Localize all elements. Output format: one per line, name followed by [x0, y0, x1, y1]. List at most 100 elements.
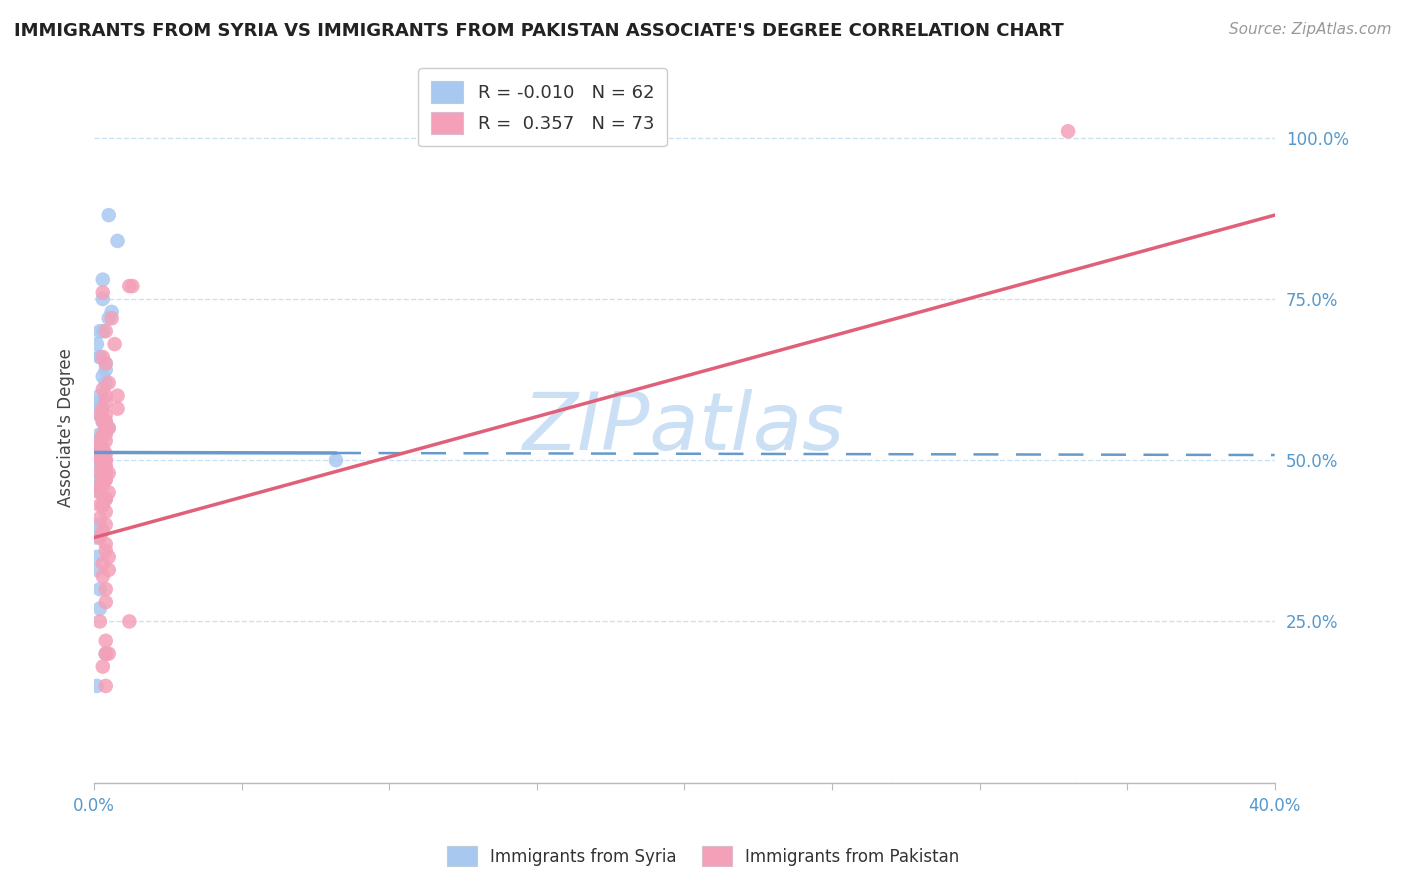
Point	[94, 356, 117, 370]
Point	[89, 427, 111, 442]
Point	[89, 485, 111, 500]
Y-axis label: Associate's Degree: Associate's Degree	[58, 349, 75, 508]
Point	[91, 285, 114, 300]
Point	[91, 447, 114, 461]
Point	[94, 421, 117, 435]
Point	[86, 549, 108, 564]
Point	[94, 427, 117, 442]
Point	[94, 415, 117, 429]
Point	[89, 440, 111, 454]
Point	[107, 234, 129, 248]
Point	[94, 491, 117, 506]
Point	[97, 208, 120, 222]
Point	[89, 350, 111, 364]
Point	[94, 647, 117, 661]
Point	[104, 337, 127, 351]
Point	[97, 421, 120, 435]
Text: Source: ZipAtlas.com: Source: ZipAtlas.com	[1229, 22, 1392, 37]
Point	[94, 356, 117, 370]
Point	[91, 473, 114, 487]
Point	[89, 440, 111, 454]
Point	[91, 466, 114, 480]
Point	[94, 415, 117, 429]
Text: IMMIGRANTS FROM SYRIA VS IMMIGRANTS FROM PAKISTAN ASSOCIATE'S DEGREE CORRELATION: IMMIGRANTS FROM SYRIA VS IMMIGRANTS FROM…	[14, 22, 1064, 40]
Point	[89, 453, 111, 467]
Point	[91, 473, 114, 487]
Point	[94, 389, 117, 403]
Point	[91, 453, 114, 467]
Point	[94, 537, 117, 551]
Point	[97, 421, 120, 435]
Point	[94, 459, 117, 474]
Point	[100, 311, 122, 326]
Point	[97, 466, 120, 480]
Point	[91, 659, 114, 673]
Point	[89, 395, 111, 409]
Point	[89, 582, 111, 597]
Point	[89, 473, 111, 487]
Point	[94, 543, 117, 558]
Point	[91, 499, 114, 513]
Point	[89, 511, 111, 525]
Point	[94, 491, 117, 506]
Point	[89, 401, 111, 416]
Point	[118, 615, 141, 629]
Point	[91, 382, 114, 396]
Point	[89, 434, 111, 448]
Point	[86, 679, 108, 693]
Point	[325, 453, 347, 467]
Point	[94, 466, 117, 480]
Point	[97, 563, 120, 577]
Point	[94, 491, 117, 506]
Point	[91, 479, 114, 493]
Point	[89, 479, 111, 493]
Point	[89, 447, 111, 461]
Point	[94, 473, 117, 487]
Point	[94, 582, 117, 597]
Point	[97, 376, 120, 390]
Point	[89, 517, 111, 532]
Point	[91, 292, 114, 306]
Point	[94, 324, 117, 338]
Point	[94, 633, 117, 648]
Point	[91, 499, 114, 513]
Point	[89, 350, 111, 364]
Point	[89, 479, 111, 493]
Point	[89, 466, 111, 480]
Point	[91, 557, 114, 571]
Point	[97, 311, 120, 326]
Point	[89, 408, 111, 422]
Point	[91, 350, 114, 364]
Point	[89, 447, 111, 461]
Point	[94, 408, 117, 422]
Point	[89, 440, 111, 454]
Point	[91, 415, 114, 429]
Point	[91, 427, 114, 442]
Point	[94, 453, 117, 467]
Point	[89, 499, 111, 513]
Point	[86, 440, 108, 454]
Point	[86, 531, 108, 545]
Point	[94, 453, 117, 467]
Point	[89, 485, 111, 500]
Point	[94, 395, 117, 409]
Point	[86, 337, 108, 351]
Legend: R = -0.010   N = 62, R =  0.357   N = 73: R = -0.010 N = 62, R = 0.357 N = 73	[418, 68, 666, 146]
Point	[94, 376, 117, 390]
Point	[89, 615, 111, 629]
Point	[86, 563, 108, 577]
Point	[94, 363, 117, 377]
Point	[91, 569, 114, 583]
Point	[89, 453, 111, 467]
Point	[107, 389, 129, 403]
Point	[89, 479, 111, 493]
Point	[94, 473, 117, 487]
Point	[94, 466, 117, 480]
Point	[89, 324, 111, 338]
Point	[89, 601, 111, 615]
Point	[121, 279, 143, 293]
Point	[94, 459, 117, 474]
Point	[89, 440, 111, 454]
Point	[89, 453, 111, 467]
Point	[89, 408, 111, 422]
